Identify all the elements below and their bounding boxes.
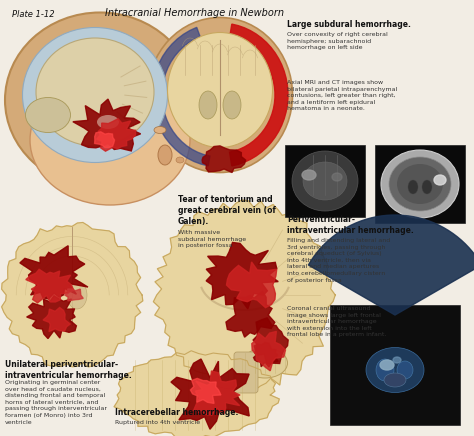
Polygon shape bbox=[27, 296, 76, 339]
Polygon shape bbox=[152, 27, 210, 166]
Ellipse shape bbox=[22, 27, 167, 163]
Polygon shape bbox=[191, 378, 221, 403]
Polygon shape bbox=[1, 222, 143, 367]
Text: Filling and distending lateral and
3rd ventricles, passing through
cerebral aque: Filling and distending lateral and 3rd v… bbox=[287, 238, 390, 283]
Ellipse shape bbox=[397, 361, 413, 379]
Text: Large subdural hemorrhage.: Large subdural hemorrhage. bbox=[287, 20, 411, 29]
Polygon shape bbox=[253, 318, 288, 364]
Ellipse shape bbox=[30, 75, 190, 205]
Polygon shape bbox=[95, 132, 115, 148]
Polygon shape bbox=[206, 242, 278, 309]
Polygon shape bbox=[43, 307, 70, 332]
Polygon shape bbox=[202, 146, 246, 173]
Ellipse shape bbox=[408, 180, 418, 194]
Ellipse shape bbox=[434, 175, 446, 185]
Text: Coronal cranial ultrasound
image shows large left frontal
intraventricular hemor: Coronal cranial ultrasound image shows l… bbox=[287, 306, 386, 337]
Ellipse shape bbox=[5, 13, 195, 187]
Text: Unilateral periventricular-
intraventricular hemorrhage.: Unilateral periventricular- intraventric… bbox=[5, 360, 132, 380]
Ellipse shape bbox=[393, 357, 401, 363]
FancyBboxPatch shape bbox=[234, 352, 258, 393]
Text: Intracerebellar hemorrhage.: Intracerebellar hemorrhage. bbox=[115, 408, 238, 417]
Polygon shape bbox=[154, 200, 335, 391]
Text: With massive
subdural hemorrhage
in posterior fossa: With massive subdural hemorrhage in post… bbox=[178, 230, 246, 248]
Ellipse shape bbox=[384, 373, 406, 387]
Ellipse shape bbox=[366, 347, 424, 392]
Ellipse shape bbox=[381, 150, 459, 218]
Ellipse shape bbox=[147, 17, 292, 173]
Bar bbox=[375, 145, 465, 223]
Ellipse shape bbox=[154, 126, 166, 133]
Ellipse shape bbox=[376, 359, 394, 381]
Ellipse shape bbox=[389, 157, 451, 211]
Polygon shape bbox=[73, 99, 141, 151]
Polygon shape bbox=[114, 351, 279, 436]
Ellipse shape bbox=[223, 91, 241, 119]
Ellipse shape bbox=[243, 348, 288, 378]
Text: Axial MRI and CT images show
bilateral parietal intraparenchymal
contusions, lef: Axial MRI and CT images show bilateral p… bbox=[287, 80, 397, 112]
Polygon shape bbox=[26, 269, 73, 303]
Text: Plate 1-12: Plate 1-12 bbox=[12, 10, 55, 19]
Bar bbox=[330, 305, 460, 425]
Polygon shape bbox=[171, 359, 249, 429]
Ellipse shape bbox=[36, 38, 154, 146]
Ellipse shape bbox=[422, 180, 432, 194]
Polygon shape bbox=[254, 342, 278, 367]
Ellipse shape bbox=[292, 151, 358, 211]
Text: Intracranial Hemorrhage in Newborn: Intracranial Hemorrhage in Newborn bbox=[106, 8, 284, 18]
Text: Originating in germinal center
over head of caudate nucleus,
distending frontal : Originating in germinal center over head… bbox=[5, 380, 107, 425]
Ellipse shape bbox=[303, 162, 347, 200]
Text: Periventricular-
intraventricular hemorrhage.: Periventricular- intraventricular hemorr… bbox=[287, 215, 414, 235]
Polygon shape bbox=[97, 119, 136, 151]
Ellipse shape bbox=[97, 115, 119, 129]
Polygon shape bbox=[193, 371, 240, 415]
Ellipse shape bbox=[380, 360, 394, 370]
Ellipse shape bbox=[302, 170, 316, 180]
Ellipse shape bbox=[26, 98, 71, 133]
Text: Over convexity of right cerebral
hemisphere; subarachnoid
hemorrhage on left sid: Over convexity of right cerebral hemisph… bbox=[287, 32, 388, 50]
Ellipse shape bbox=[199, 91, 217, 119]
Ellipse shape bbox=[176, 157, 184, 163]
Polygon shape bbox=[309, 215, 474, 315]
Text: Ruptured into 4th ventricle: Ruptured into 4th ventricle bbox=[115, 420, 200, 425]
Polygon shape bbox=[227, 262, 277, 308]
Text: Tear of tentorium and
great cerebral vein (of
Galen).: Tear of tentorium and great cerebral vei… bbox=[178, 195, 276, 226]
Bar bbox=[285, 145, 365, 217]
Polygon shape bbox=[20, 246, 88, 299]
Polygon shape bbox=[252, 331, 285, 371]
Polygon shape bbox=[229, 24, 288, 166]
Ellipse shape bbox=[67, 281, 87, 309]
Polygon shape bbox=[226, 291, 275, 337]
Ellipse shape bbox=[158, 145, 172, 165]
Ellipse shape bbox=[397, 164, 443, 204]
Ellipse shape bbox=[332, 173, 342, 181]
Polygon shape bbox=[64, 289, 83, 301]
Ellipse shape bbox=[167, 33, 273, 147]
